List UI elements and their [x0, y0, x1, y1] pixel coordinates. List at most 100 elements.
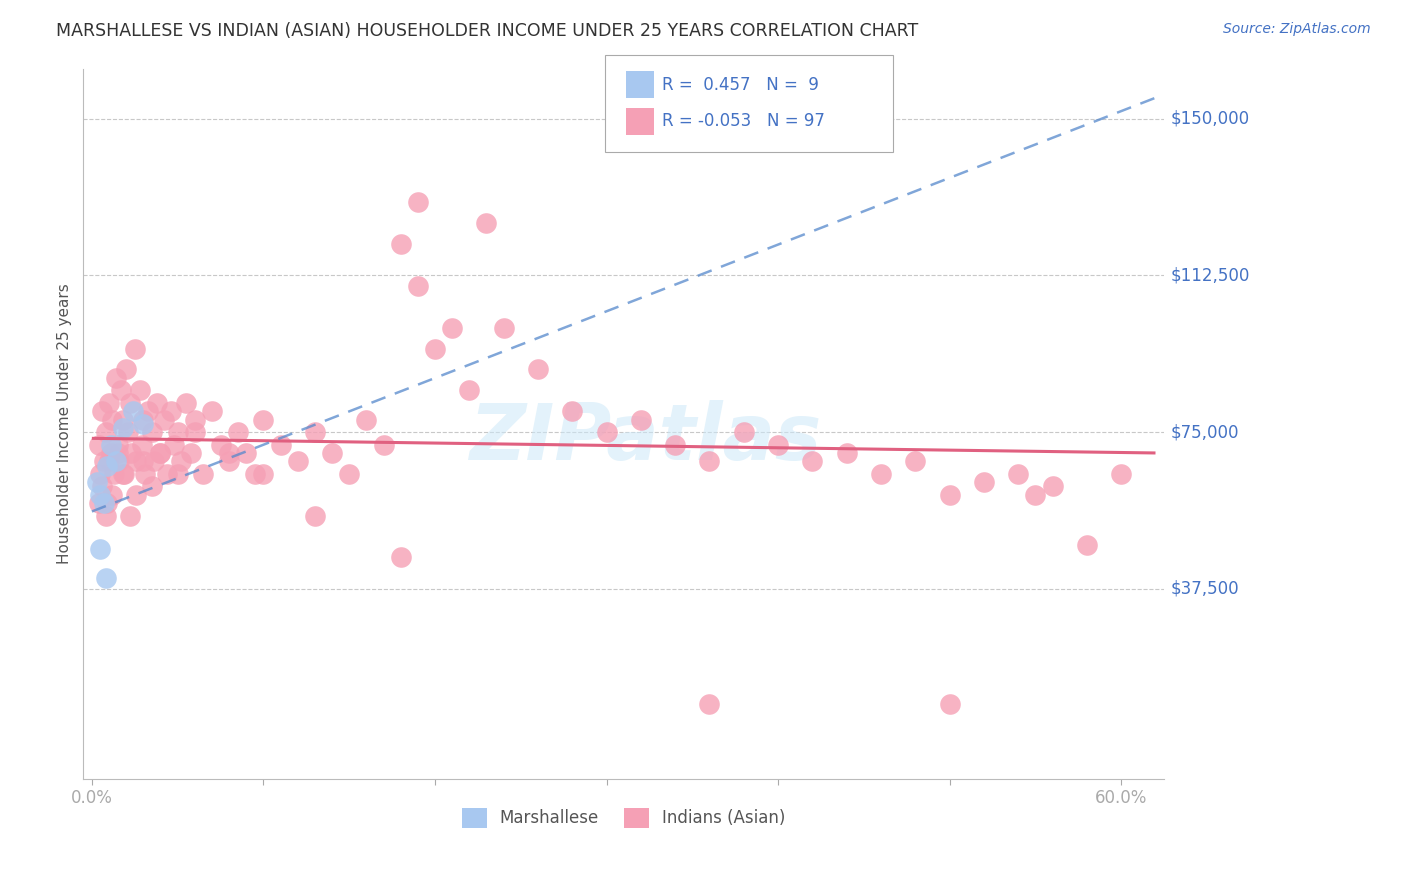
Point [114, 467, 136, 481]
Point [125, 454, 148, 468]
Point [492, 320, 515, 334]
Point [174, 396, 197, 410]
Point [156, 467, 179, 481]
Point [1109, 467, 1132, 481]
Point [86, 475, 108, 490]
Point [142, 454, 165, 468]
Point [149, 446, 172, 460]
Point [89, 488, 111, 502]
Text: $150,000: $150,000 [1171, 110, 1250, 128]
Point [94, 571, 117, 585]
Point [373, 437, 395, 451]
Point [146, 396, 169, 410]
Point [100, 437, 122, 451]
Point [1024, 488, 1046, 502]
Point [118, 508, 141, 523]
Point [441, 320, 464, 334]
Point [111, 412, 134, 426]
Point [252, 412, 274, 426]
Point [110, 384, 132, 398]
Point [209, 437, 232, 451]
Y-axis label: Householder Income Under 25 years: Householder Income Under 25 years [58, 284, 72, 564]
Point [89, 542, 111, 557]
Point [406, 278, 429, 293]
Point [170, 454, 193, 468]
Point [561, 404, 583, 418]
Point [129, 384, 152, 398]
Point [159, 404, 181, 418]
Point [243, 467, 266, 481]
Point [973, 475, 995, 490]
Point [131, 437, 153, 451]
Point [870, 467, 893, 481]
Point [91, 479, 114, 493]
Legend: Marshallese, Indians (Asian): Marshallese, Indians (Asian) [456, 801, 793, 835]
Point [93, 454, 115, 468]
Point [104, 454, 127, 468]
Point [733, 425, 755, 439]
Point [132, 412, 155, 426]
Point [93, 496, 115, 510]
Point [938, 697, 960, 711]
Point [766, 437, 789, 451]
Point [96, 496, 118, 510]
Point [87, 496, 110, 510]
Point [166, 425, 188, 439]
Point [141, 425, 163, 439]
Point [111, 467, 134, 481]
Point [104, 370, 127, 384]
Point [835, 446, 858, 460]
Point [1076, 538, 1098, 552]
Point [101, 488, 124, 502]
Text: R = -0.053   N = 97: R = -0.053 N = 97 [662, 112, 825, 130]
Point [699, 454, 721, 468]
Point [664, 437, 686, 451]
Point [337, 467, 360, 481]
Point [149, 446, 172, 460]
Point [218, 446, 240, 460]
Point [226, 425, 249, 439]
Text: $37,500: $37,500 [1171, 580, 1240, 598]
Point [287, 454, 309, 468]
Point [120, 446, 142, 460]
Point [458, 384, 481, 398]
Point [111, 421, 134, 435]
Point [107, 437, 129, 451]
Point [270, 437, 292, 451]
Point [801, 454, 824, 468]
Point [1042, 479, 1064, 493]
Point [304, 425, 326, 439]
Point [201, 404, 224, 418]
Point [389, 237, 412, 252]
Point [1007, 467, 1029, 481]
Text: Source: ZipAtlas.com: Source: ZipAtlas.com [1223, 22, 1371, 37]
Point [141, 479, 163, 493]
Point [138, 404, 160, 418]
Point [163, 437, 186, 451]
Point [423, 342, 446, 356]
Point [193, 467, 215, 481]
Point [475, 216, 498, 230]
Point [98, 396, 121, 410]
Point [180, 446, 202, 460]
Text: MARSHALLESE VS INDIAN (ASIAN) HOUSEHOLDER INCOME UNDER 25 YEARS CORRELATION CHAR: MARSHALLESE VS INDIAN (ASIAN) HOUSEHOLDE… [56, 22, 918, 40]
Point [89, 467, 111, 481]
Text: R =  0.457   N =  9: R = 0.457 N = 9 [662, 76, 820, 94]
Point [235, 446, 257, 460]
Point [389, 550, 412, 565]
Point [103, 467, 125, 481]
Point [699, 697, 721, 711]
Point [184, 412, 207, 426]
Point [122, 404, 145, 418]
Point [904, 454, 927, 468]
Point [94, 508, 117, 523]
Point [134, 467, 156, 481]
Point [132, 454, 155, 468]
Text: $75,000: $75,000 [1171, 423, 1240, 441]
Point [321, 446, 343, 460]
Text: $112,500: $112,500 [1171, 267, 1250, 285]
Point [630, 412, 652, 426]
Point [595, 425, 617, 439]
Point [218, 454, 240, 468]
Point [252, 467, 274, 481]
